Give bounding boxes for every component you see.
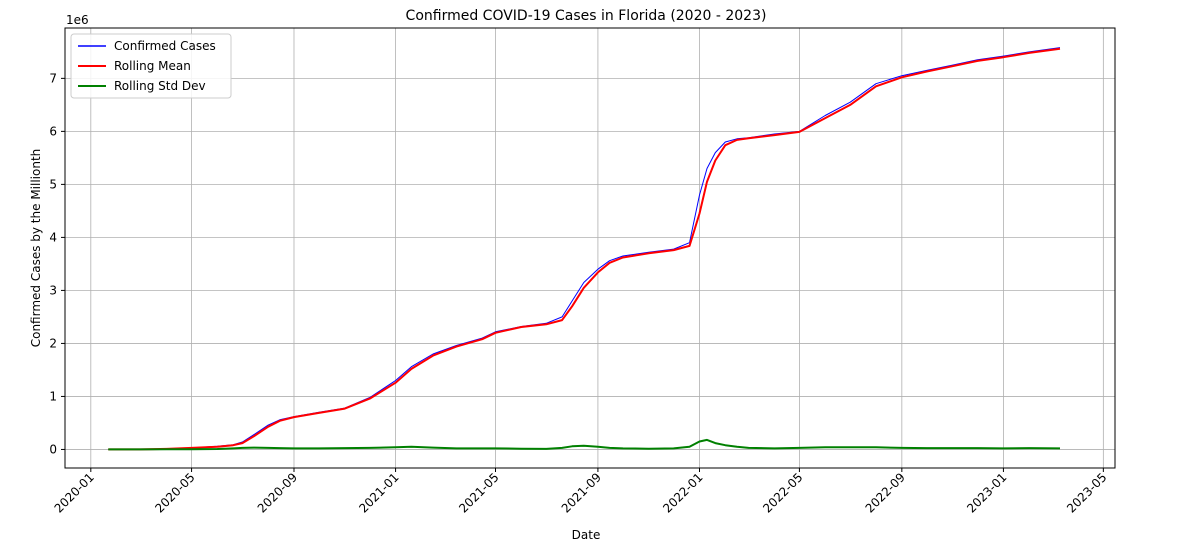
series-rolling-std-dev [108, 438, 1061, 451]
plot-frame [64, 27, 1116, 469]
y-tick-label: 5 [49, 177, 57, 191]
series-confirmed-cases [108, 47, 1061, 450]
legend: Confirmed Cases Rolling Mean Rolling Std… [70, 33, 232, 99]
y-axis-title: Confirmed Cases by the Millionth [29, 149, 43, 348]
chart-title: Confirmed COVID-19 Cases in Florida (202… [406, 8, 767, 24]
legend-label-rolling-mean: Rolling Mean [114, 59, 191, 73]
y-tick-label: 7 [49, 71, 57, 85]
y-axis: 0 1 2 3 4 5 6 7 [49, 71, 65, 456]
legend-label-confirmed: Confirmed Cases [114, 39, 216, 53]
y-tick-label: 0 [49, 442, 57, 456]
y-tick-label: 1 [49, 389, 57, 403]
y-tick-label: 3 [49, 283, 57, 297]
series-layer [108, 47, 1061, 451]
x-axis-title: Date [572, 528, 601, 541]
y-tick-label: 4 [49, 230, 57, 244]
legend-label-rolling-std: Rolling Std Dev [114, 79, 206, 93]
y-tick-label: 2 [49, 336, 57, 350]
grid [65, 28, 1115, 468]
y-offset-label: 1e6 [66, 13, 89, 27]
y-tick-label: 6 [49, 124, 57, 138]
series-rolling-mean [108, 47, 1061, 451]
legend-box [70, 33, 232, 99]
